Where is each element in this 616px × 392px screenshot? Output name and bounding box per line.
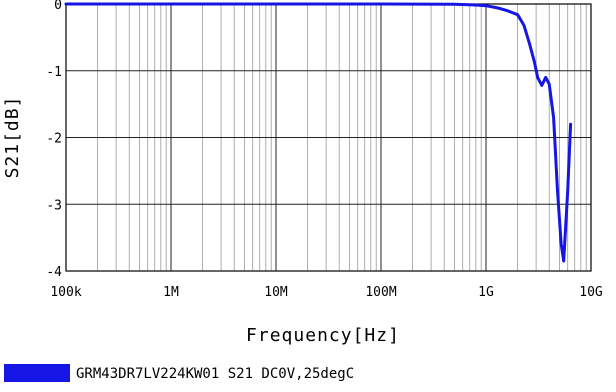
y-tick-label: -4 [46, 265, 62, 280]
y-tick-labels: 0 -1 -2 -3 -4 [46, 0, 62, 280]
x-tick-label: 1G [478, 285, 494, 300]
series-line [64, 2, 573, 263]
y-axis-label: S21[dB] [2, 96, 23, 179]
series-layer [64, 2, 573, 263]
y-tick-label: -2 [46, 132, 62, 147]
x-tick-label: 1M [163, 285, 179, 300]
legend-swatch [4, 364, 70, 382]
legend-label: GRM43DR7LV224KW01 S21 DC0V,25degC [76, 366, 354, 382]
x-axis-label: Frequency[Hz] [246, 325, 400, 346]
x-tick-labels: 100k 1M 10M 100M 1G 10G [50, 285, 603, 300]
y-tick-label: -3 [46, 198, 62, 213]
x-tick-label: 10G [579, 285, 603, 300]
x-tick-label: 100k [50, 285, 81, 300]
y-tick-label: 0 [54, 0, 62, 13]
x-tick-label: 100M [365, 285, 396, 300]
legend: GRM43DR7LV224KW01 S21 DC0V,25degC [4, 364, 354, 382]
y-tick-label: -1 [46, 65, 62, 80]
x-tick-label: 10M [264, 285, 288, 300]
